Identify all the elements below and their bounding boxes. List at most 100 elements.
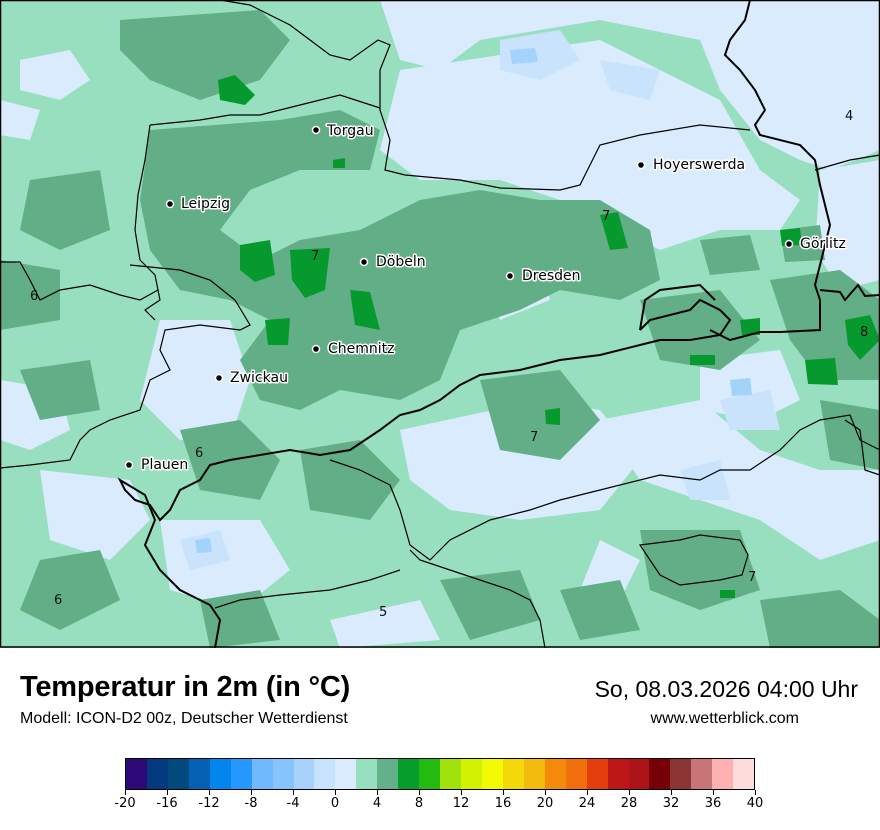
city-dot-icon bbox=[214, 373, 224, 383]
colorbar-tick-label: 4 bbox=[372, 796, 382, 811]
colorbar-segment bbox=[565, 759, 587, 789]
colorbar-tick bbox=[713, 790, 714, 795]
colorbar-tick bbox=[209, 790, 210, 795]
city-chemnitz[interactable]: Chemnitz bbox=[311, 340, 396, 359]
colorbar-segment bbox=[293, 759, 315, 789]
colorbar-tick-label: 24 bbox=[578, 796, 596, 811]
city-dot-icon bbox=[311, 344, 321, 354]
city-label: Dresden bbox=[522, 268, 581, 284]
city-label: Döbeln bbox=[376, 254, 426, 270]
colorbar-tick bbox=[419, 790, 420, 795]
city-label: Hoyerswerda bbox=[653, 157, 745, 173]
city-dot-icon bbox=[311, 125, 321, 135]
colorbar-tick-label: -16 bbox=[156, 796, 178, 811]
colorbar-segment bbox=[440, 759, 461, 789]
borders bbox=[0, 0, 880, 648]
colorbar-segment bbox=[335, 759, 357, 789]
colorbar-tick-label: -8 bbox=[244, 796, 258, 811]
city-label: Chemnitz bbox=[328, 341, 395, 357]
city-dot-icon bbox=[165, 199, 175, 209]
colorbar-segment bbox=[691, 759, 713, 789]
colorbar-tick bbox=[293, 790, 294, 795]
colorbar-segment bbox=[377, 759, 399, 789]
colorbar-segment bbox=[544, 759, 566, 789]
colorbar-tick-label: 36 bbox=[704, 796, 722, 811]
model-subtitle: Modell: ICON-D2 00z, Deutscher Wetterdie… bbox=[20, 710, 348, 727]
colorbar-tick bbox=[251, 790, 252, 795]
city-hoyerswerda[interactable]: Hoyerswerda bbox=[636, 156, 747, 175]
colorbar-tick bbox=[587, 790, 588, 795]
colorbar-segment bbox=[481, 759, 503, 789]
colorbar-segment bbox=[251, 759, 273, 789]
city-plauen[interactable]: Plauen bbox=[124, 456, 190, 475]
city-label: Plauen bbox=[141, 457, 188, 473]
colorbar-segment bbox=[209, 759, 231, 789]
colorbar-tick-label: 12 bbox=[452, 796, 470, 811]
colorbar-segment bbox=[586, 759, 608, 789]
colorbar-tick-label: 40 bbox=[746, 796, 764, 811]
value-label: 7 bbox=[311, 249, 319, 264]
city-label: Görlitz bbox=[800, 236, 846, 252]
website-link[interactable]: www.wetterblick.com bbox=[650, 710, 799, 727]
colorbar-segment bbox=[230, 759, 252, 789]
value-labels: 4 7 7 6 8 6 7 7 6 5 bbox=[30, 109, 868, 620]
value-label: 5 bbox=[379, 605, 387, 620]
colorbar-segment bbox=[356, 759, 378, 789]
value-label: 4 bbox=[845, 109, 853, 124]
city-torgau[interactable]: Torgau bbox=[311, 122, 375, 141]
city-dresden[interactable]: Dresden bbox=[505, 267, 582, 286]
colorbar-tick-label: -20 bbox=[114, 796, 136, 811]
colorbar-segment bbox=[398, 759, 420, 789]
colorbar-segment bbox=[461, 759, 482, 789]
colorbar-tick bbox=[629, 790, 630, 795]
colorbar-tick bbox=[503, 790, 504, 795]
city-leipzig[interactable]: Leipzig bbox=[165, 195, 232, 214]
city-label: Zwickau bbox=[230, 370, 288, 386]
colorbar-segment bbox=[502, 759, 524, 789]
coldest-patches bbox=[195, 48, 752, 553]
colorbar-segment bbox=[670, 759, 692, 789]
colorbar-segment bbox=[733, 759, 755, 789]
colorbar-tick-label: -12 bbox=[198, 796, 220, 811]
city-dot-icon bbox=[505, 271, 515, 281]
city-dot-icon bbox=[359, 257, 369, 267]
colorbar-segment bbox=[523, 759, 545, 789]
value-label: 7 bbox=[748, 570, 756, 585]
city-label: Leipzig bbox=[181, 196, 230, 212]
city-goerlitz[interactable]: Görlitz bbox=[784, 235, 847, 254]
colorbar-tick bbox=[461, 790, 462, 795]
city-zwickau[interactable]: Zwickau bbox=[214, 369, 289, 388]
colorbar-tick bbox=[377, 790, 378, 795]
value-label: 8 bbox=[860, 325, 868, 340]
value-label: 7 bbox=[530, 430, 538, 445]
colorbar-segment bbox=[272, 759, 294, 789]
colorbar-tick bbox=[335, 790, 336, 795]
colorbar-tick bbox=[671, 790, 672, 795]
value-label: 6 bbox=[54, 593, 62, 608]
value-label: 7 bbox=[602, 209, 610, 224]
colorbar-tick-label: 16 bbox=[494, 796, 512, 811]
colorbar-segment bbox=[167, 759, 189, 789]
warm-patches bbox=[218, 75, 880, 598]
colorbar-segment bbox=[628, 759, 650, 789]
page-title: Temperatur in 2m (in °C) bbox=[20, 671, 351, 703]
colorbar-tick-label: 28 bbox=[620, 796, 638, 811]
city-doebeln[interactable]: Döbeln bbox=[359, 253, 427, 272]
forecast-datetime: So, 08.03.2026 04:00 Uhr bbox=[594, 676, 858, 702]
colorbar-segment bbox=[419, 759, 441, 789]
colorbar-segment bbox=[607, 759, 629, 789]
colorbar-tick bbox=[545, 790, 546, 795]
colorbar-tick bbox=[125, 790, 126, 795]
colorbar-ticks: -20 -16 -12 -8 -4 0 4 8 12 16 20 24 28 32 36 40 bbox=[114, 790, 763, 830]
colorbar-segment bbox=[314, 759, 336, 789]
city-dot-icon bbox=[784, 239, 794, 249]
colorbar-tick-label: 8 bbox=[414, 796, 424, 811]
temperature-map[interactable]: 4 7 7 6 8 6 7 7 6 5 Torgau Leipzig Hoyer… bbox=[0, 0, 880, 648]
colorbar-tick-label: 0 bbox=[330, 796, 340, 811]
colorbar-tick-label: 32 bbox=[662, 796, 680, 811]
value-label: 6 bbox=[30, 289, 38, 304]
colorbar-tick bbox=[755, 790, 756, 795]
temperature-colorbar bbox=[125, 758, 755, 790]
colorbar-tick-label: -4 bbox=[286, 796, 300, 811]
city-markers: Torgau Leipzig Hoyerswerda Görlitz Döbel… bbox=[124, 122, 847, 475]
